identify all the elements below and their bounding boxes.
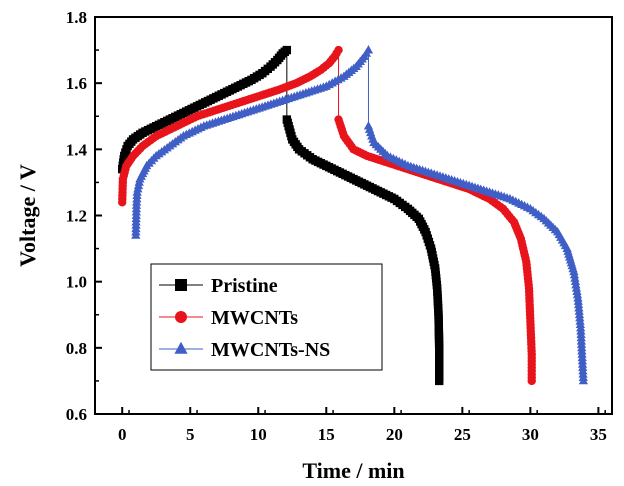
legend-marker — [174, 341, 188, 354]
data-point — [527, 376, 536, 386]
x-tick-label: 35 — [590, 425, 607, 444]
data-point — [569, 266, 579, 276]
series-layer — [118, 45, 589, 386]
x-tick-label: 30 — [522, 425, 539, 444]
data-point — [435, 376, 444, 386]
x-tick-label: 0 — [118, 425, 127, 444]
ticks-layer: 0 5 10 15 20 25 30 35 0.6 0.8 1.0 1.2 1.4 1.6 1.8 — [66, 8, 607, 444]
legend-label: MWCNTs — [211, 307, 298, 329]
y-tick-label: 0.6 — [66, 405, 87, 424]
legend-marker — [175, 279, 187, 291]
data-point — [282, 45, 292, 55]
data-point — [578, 375, 589, 385]
legend-box — [150, 263, 383, 371]
y-tick-label: 1.6 — [66, 74, 87, 93]
y-tick-label: 1.8 — [66, 8, 87, 27]
x-tick-label: 20 — [386, 425, 403, 444]
data-point — [572, 286, 582, 295]
data-point — [569, 270, 580, 279]
data-point — [363, 45, 374, 54]
legend-item: MWCNTs — [159, 307, 298, 329]
y-tick-label: 0.8 — [66, 339, 87, 358]
x-tick-label: 10 — [250, 425, 267, 444]
x-axis-title: Time / min — [302, 458, 404, 483]
series-mwcnts-ns — [131, 45, 589, 385]
y-tick-label: 1.2 — [66, 207, 87, 226]
data-point — [570, 276, 581, 286]
data-point — [571, 279, 581, 289]
y-axis-title: Voltage / V — [15, 164, 40, 267]
data-point — [571, 283, 582, 292]
x-tick-label: 25 — [454, 425, 471, 444]
x-tick-label: 5 — [186, 425, 195, 444]
data-point — [570, 273, 580, 282]
x-tick-label: 15 — [318, 425, 335, 444]
series-pristine — [118, 45, 444, 386]
y-tick-label: 1.4 — [66, 140, 88, 159]
legend: Pristine MWCNTs MWCNTs-NS — [150, 263, 383, 371]
data-point — [334, 45, 343, 55]
legend-item: Pristine — [159, 275, 278, 297]
legend-item: MWCNTs-NS — [159, 339, 330, 361]
legend-label: Pristine — [211, 275, 278, 297]
legend-label: MWCNTs-NS — [211, 339, 330, 361]
legend-marker — [175, 311, 187, 323]
data-point — [572, 289, 583, 299]
y-tick-label: 1.0 — [66, 273, 87, 292]
